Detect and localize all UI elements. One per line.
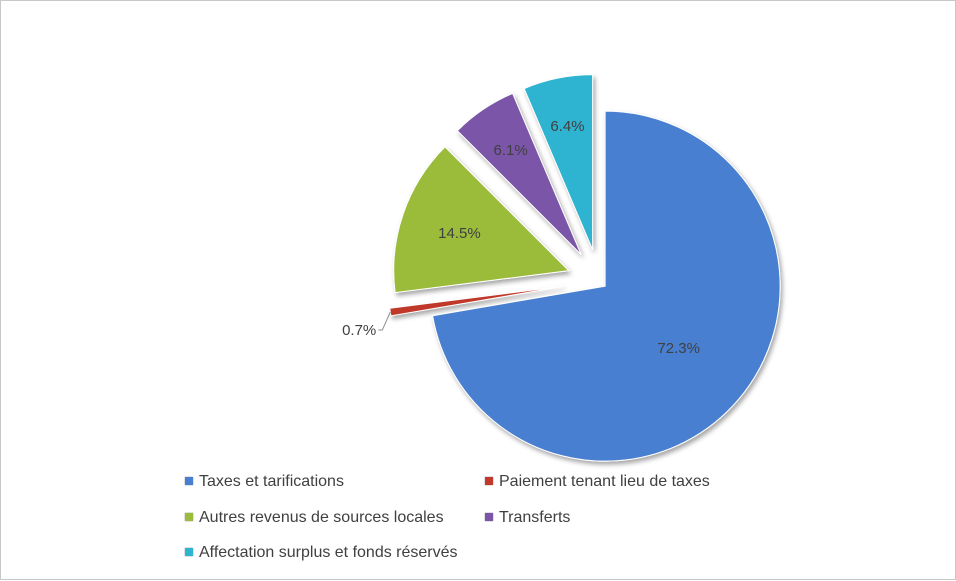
pie-slice-2 [393, 146, 570, 294]
data-label-4: 6.4% [550, 118, 584, 135]
legend-swatch-taxes [185, 477, 193, 486]
legend-swatch-transferts [485, 513, 493, 522]
data-label-0: 72.3% [657, 340, 700, 357]
legend-swatch-autres [185, 513, 193, 522]
legend-item-autres: Autres revenus de sources locales [185, 509, 444, 527]
legend-item-taxes: Taxes et tarifications [185, 473, 344, 491]
legend-label-paiement: Paiement tenant lieu de taxes [499, 473, 710, 490]
pie-slice-0 [432, 110, 781, 462]
legend-item-paiement: Paiement tenant lieu de taxes [485, 473, 710, 491]
legend-item-transferts: Transferts [485, 509, 570, 527]
legend-label-transferts: Transferts [499, 509, 571, 526]
legend-label-taxes: Taxes et tarifications [199, 473, 344, 490]
data-label-1: 0.7% [342, 322, 376, 339]
pie-slice-3 [456, 92, 582, 255]
data-label-3: 6.1% [494, 142, 528, 159]
data-label-2: 14.5% [438, 225, 481, 242]
pie-slice-4 [523, 74, 594, 250]
legend-swatch-paiement [485, 477, 493, 486]
legend-item-affectation: Affectation surplus et fonds réservés [185, 544, 458, 562]
legend-label-autres: Autres revenus de sources locales [199, 509, 444, 526]
legend-swatch-affectation [185, 548, 193, 557]
legend-label-affectation: Affectation surplus et fonds réservés [199, 544, 458, 561]
leader-line-1 [378, 311, 391, 331]
